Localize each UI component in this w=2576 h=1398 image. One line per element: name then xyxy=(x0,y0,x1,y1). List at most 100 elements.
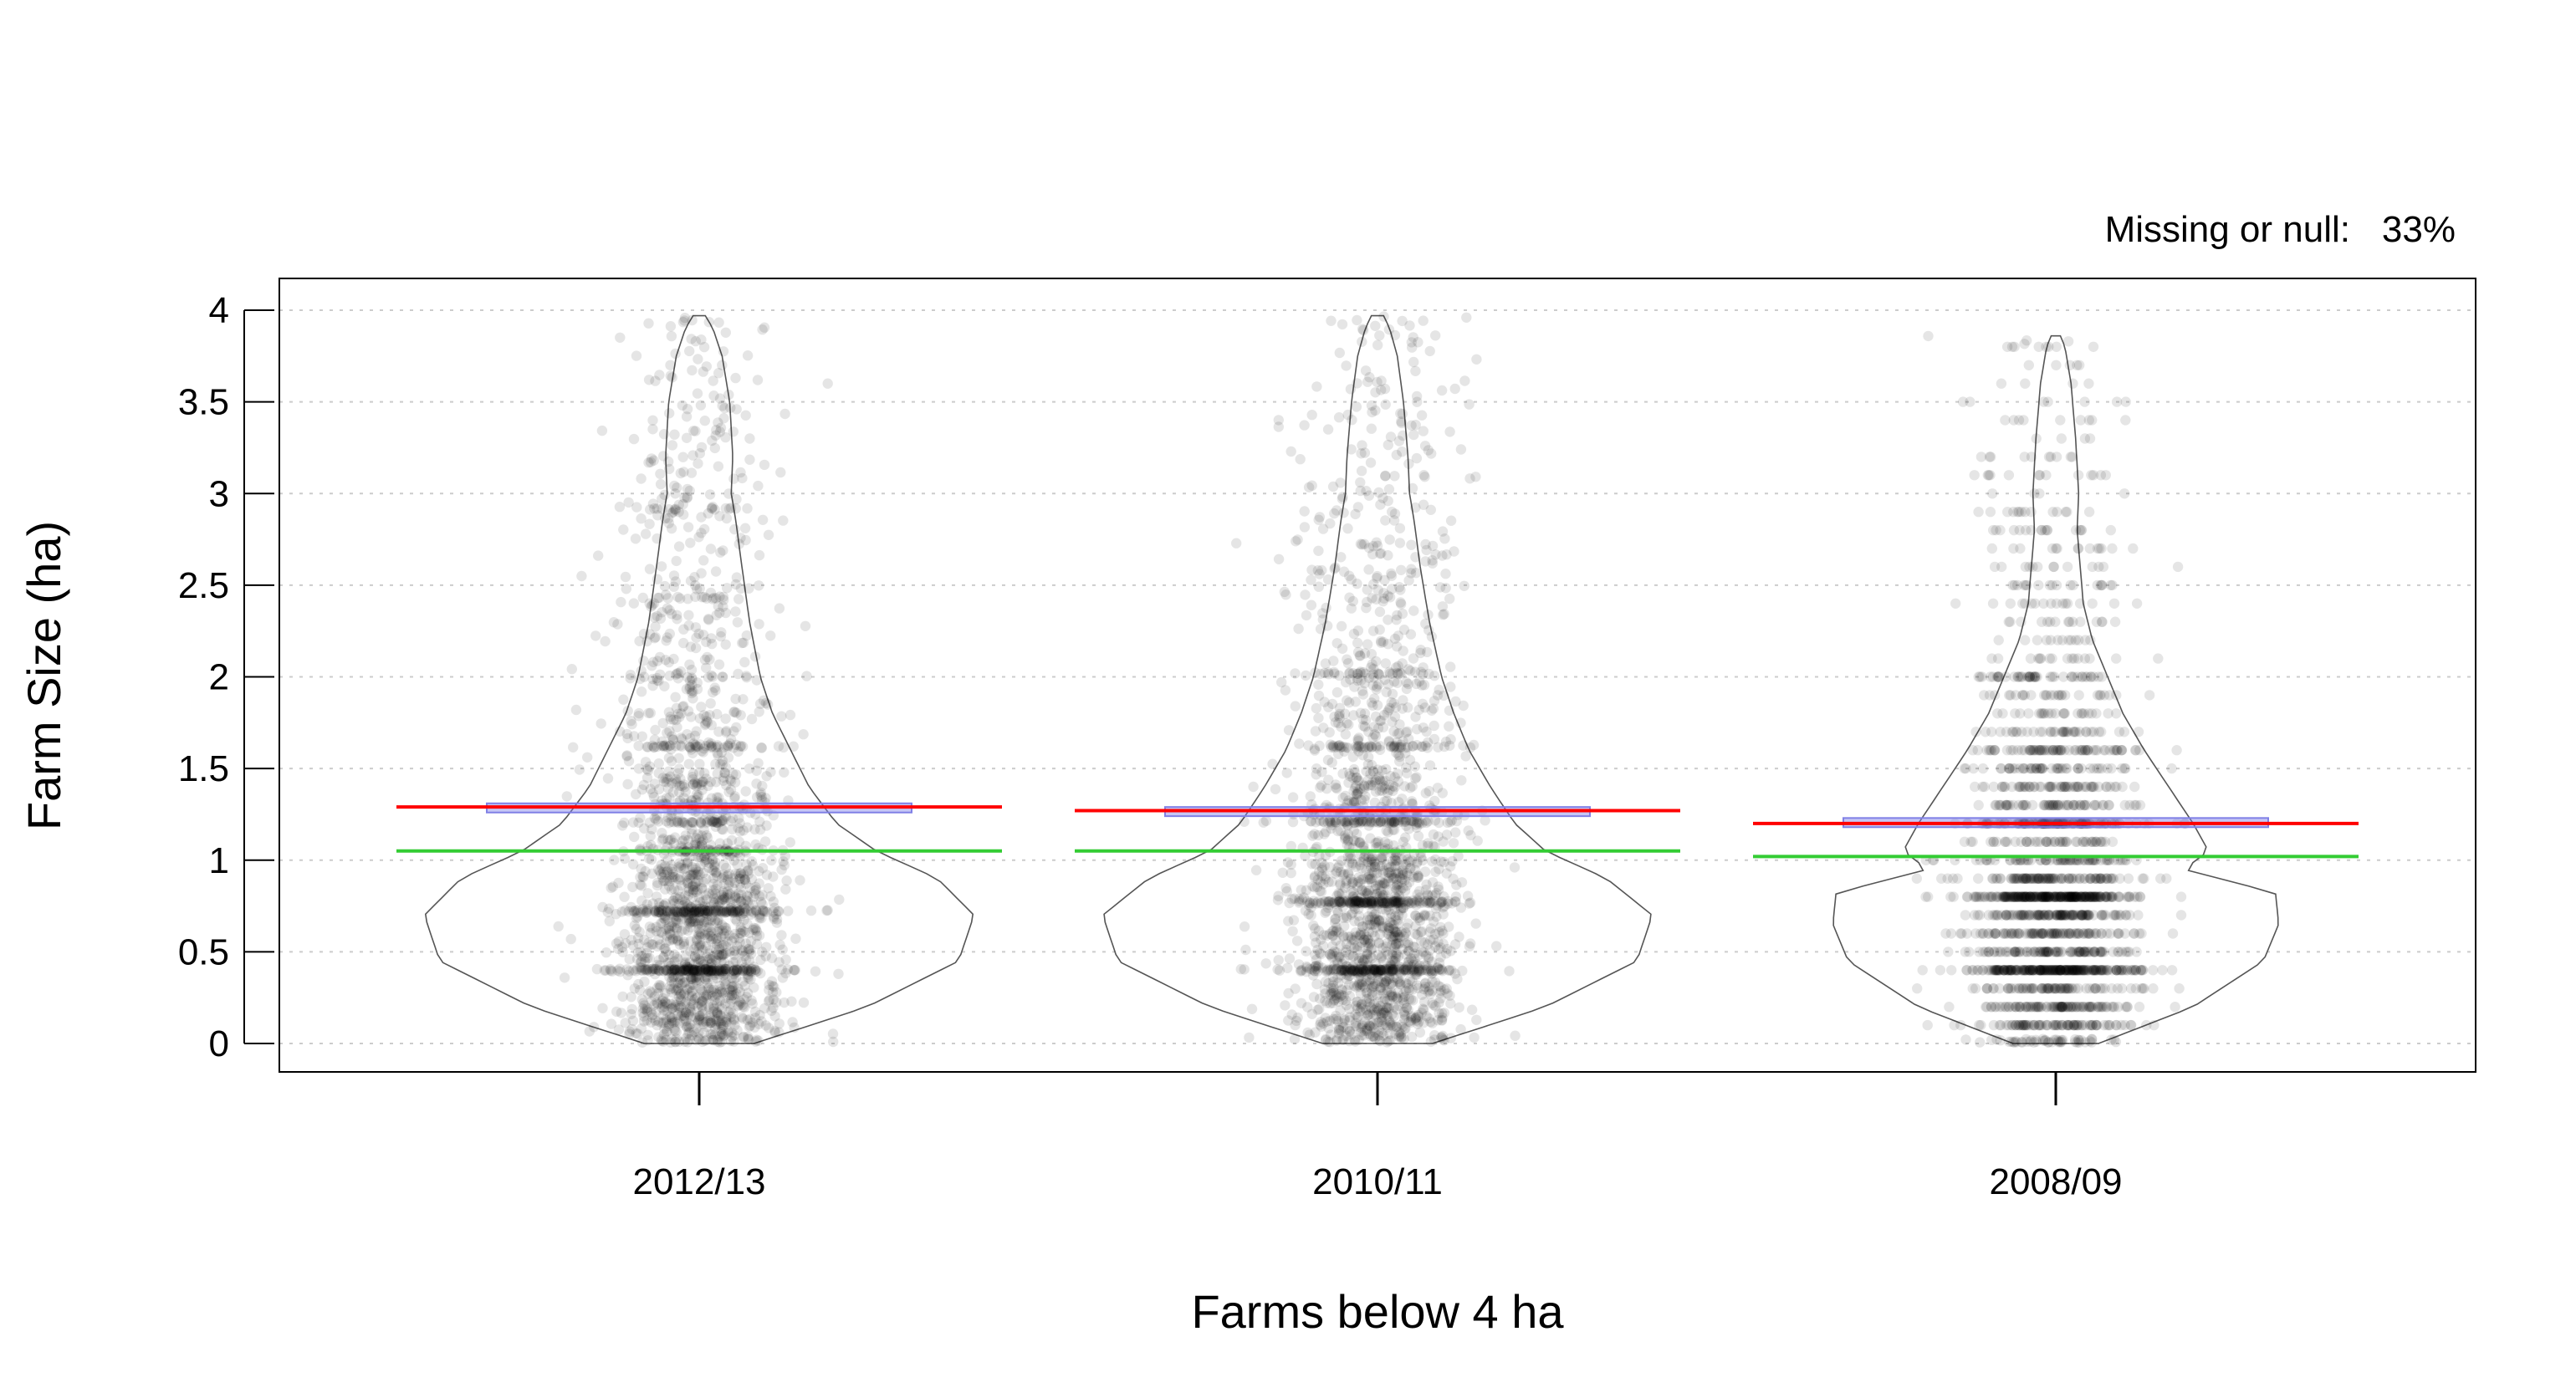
data-point xyxy=(1342,658,1354,669)
data-point xyxy=(739,980,750,992)
data-point xyxy=(701,1021,713,1033)
data-point xyxy=(713,901,723,912)
data-point xyxy=(702,651,713,663)
data-point xyxy=(565,933,576,945)
data-point xyxy=(647,1012,658,1023)
data-point xyxy=(1407,342,1418,353)
data-point xyxy=(1374,330,1385,341)
data-point xyxy=(676,926,687,936)
data-point xyxy=(718,970,729,981)
data-point xyxy=(1393,776,1404,787)
data-point xyxy=(739,1031,749,1043)
data-point xyxy=(660,996,671,1008)
data-point xyxy=(709,994,720,1006)
data-point xyxy=(658,901,670,911)
data-point xyxy=(1437,526,1449,537)
data-point xyxy=(733,538,744,549)
data-point xyxy=(650,906,661,917)
data-point xyxy=(718,413,729,424)
data-point xyxy=(671,996,682,1008)
data-point xyxy=(647,788,658,798)
data-point xyxy=(664,870,675,880)
data-point xyxy=(790,933,801,944)
data-point xyxy=(703,921,714,933)
data-point xyxy=(1322,754,1334,766)
data-point xyxy=(666,987,677,998)
data-point xyxy=(1383,974,1394,985)
data-point xyxy=(742,906,753,916)
data-point xyxy=(725,906,737,916)
data-point xyxy=(713,950,724,961)
data-point xyxy=(729,892,741,904)
data-point xyxy=(677,906,689,918)
data-point xyxy=(752,375,764,385)
data-point xyxy=(1341,360,1352,371)
data-point xyxy=(697,592,708,603)
data-point xyxy=(721,1017,732,1028)
data-point xyxy=(678,907,689,918)
data-point xyxy=(632,1028,643,1039)
data-point xyxy=(644,761,656,772)
data-point xyxy=(2016,965,2027,976)
data-point xyxy=(748,860,759,871)
data-point xyxy=(666,863,677,875)
data-point xyxy=(725,1011,737,1023)
data-point xyxy=(605,964,616,975)
data-point xyxy=(682,877,693,888)
data-point xyxy=(698,901,709,912)
data-point xyxy=(739,523,751,533)
data-point xyxy=(709,442,720,454)
data-point xyxy=(728,1015,740,1026)
data-point xyxy=(678,972,689,983)
data-point xyxy=(702,916,713,928)
data-point xyxy=(682,594,693,605)
data-point xyxy=(771,914,783,925)
data-point xyxy=(1445,515,1457,526)
data-point xyxy=(722,870,733,881)
data-point xyxy=(678,1011,689,1022)
data-point xyxy=(1300,589,1311,600)
data-point xyxy=(1472,835,1483,846)
data-point xyxy=(743,943,754,955)
data-point xyxy=(1344,1003,1355,1015)
data-point xyxy=(699,523,710,535)
data-point xyxy=(786,996,797,1007)
data-point xyxy=(687,999,698,1010)
data-point xyxy=(677,400,687,411)
data-point xyxy=(1314,512,1326,523)
data-point xyxy=(735,710,746,721)
data-point xyxy=(702,989,713,1000)
data-point xyxy=(1412,870,1423,881)
data-point xyxy=(706,957,717,969)
data-point xyxy=(798,729,809,740)
data-point xyxy=(718,888,729,899)
data-point xyxy=(680,1007,692,1018)
data-point xyxy=(623,906,634,917)
data-point xyxy=(692,953,703,964)
data-point xyxy=(688,964,699,976)
data-point xyxy=(664,408,675,419)
data-point xyxy=(733,965,744,977)
data-point xyxy=(699,901,711,911)
data-point xyxy=(731,904,743,915)
data-point xyxy=(683,610,694,620)
data-point xyxy=(681,899,693,910)
data-point xyxy=(703,965,713,976)
data-point xyxy=(1355,667,1366,678)
data-point xyxy=(721,941,732,952)
data-point xyxy=(687,817,698,828)
data-point xyxy=(1311,702,1322,714)
data-point xyxy=(760,1020,771,1031)
data-point xyxy=(693,1015,704,1026)
data-point xyxy=(672,1009,683,1021)
data-point xyxy=(754,549,765,561)
data-point xyxy=(682,1028,693,1039)
data-point xyxy=(705,1028,717,1040)
data-point xyxy=(652,672,662,684)
data-point xyxy=(682,906,693,917)
data-point xyxy=(1368,663,1379,675)
data-point xyxy=(669,871,680,883)
data-point xyxy=(1412,889,1423,901)
data-point xyxy=(1422,939,1434,950)
data-point xyxy=(683,758,694,769)
